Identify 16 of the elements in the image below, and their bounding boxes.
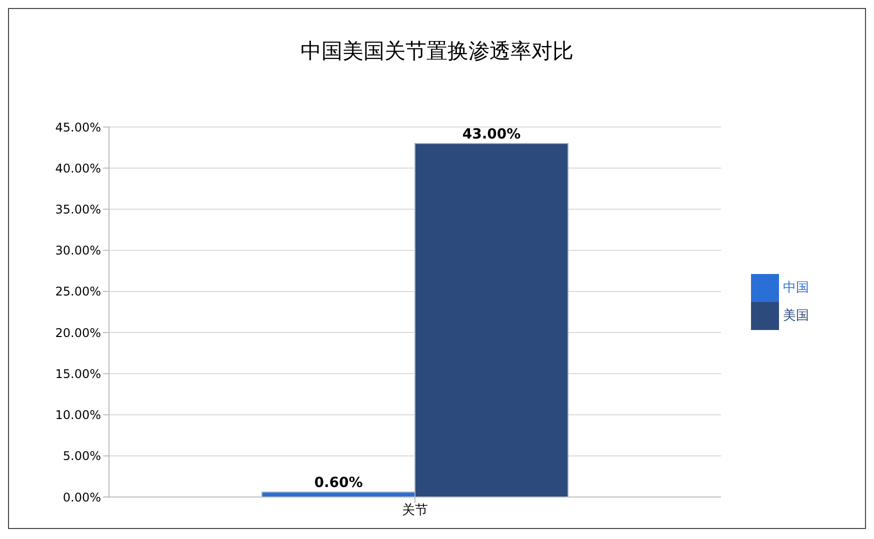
y-tick-label: 15.00% xyxy=(55,366,101,381)
y-tick-label: 5.00% xyxy=(62,449,101,464)
legend-label: 美国 xyxy=(783,308,809,324)
y-tick-label: 30.00% xyxy=(55,244,101,258)
y-tick-label: 45.00% xyxy=(55,120,101,134)
y-tick-label: 35.00% xyxy=(55,202,101,216)
y-tick-label: 20.00% xyxy=(55,326,101,340)
y-tick-label: 10.00% xyxy=(55,408,101,422)
x-tick-label: 关节 xyxy=(402,503,428,518)
legend-label: 中国 xyxy=(783,280,809,296)
data-label: 0.60% xyxy=(314,475,363,492)
data-label: 43.00% xyxy=(462,126,521,142)
y-tick-label: 25.00% xyxy=(55,284,101,299)
y-tick-label: 40.00% xyxy=(55,161,101,176)
y-tick-label: 0.00% xyxy=(62,490,101,504)
chart-title: 中国美国关节置换渗透率对比 xyxy=(300,38,574,65)
